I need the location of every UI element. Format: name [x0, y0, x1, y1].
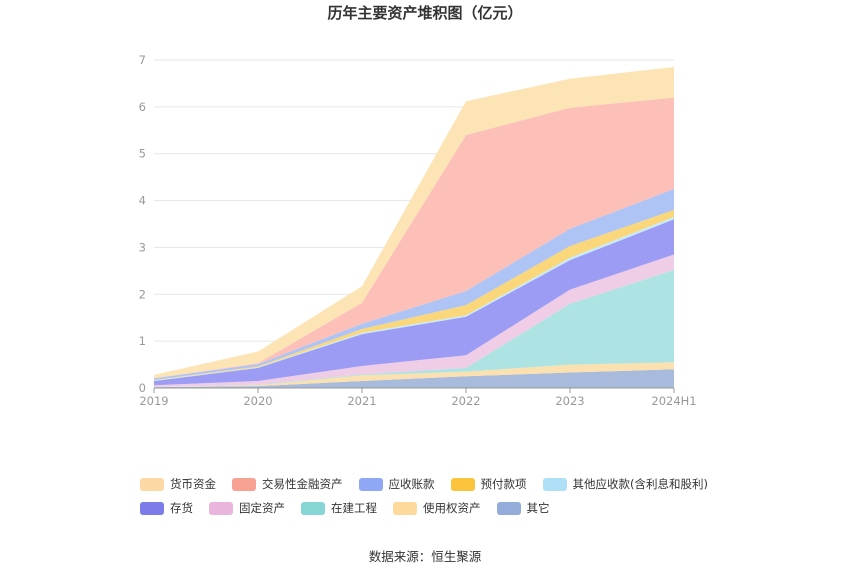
y-tick-label: 3 [139, 240, 146, 254]
x-tick-label: 2020 [243, 394, 272, 408]
data-source-note: 数据来源：恒生聚源 [368, 549, 482, 564]
legend-item[interactable]: 货币资金 [140, 476, 216, 492]
area-series-layer [154, 67, 674, 388]
legend-item[interactable]: 预付款项 [450, 476, 527, 492]
area-series-1 [154, 362, 674, 388]
legend: 货币资金 交易性金融资产 应收账款 预付款项 其他应收款(含利息和股利) 存货 固定资产 在建… [140, 472, 740, 520]
legend-swatch [450, 477, 475, 491]
legend-label: 货币资金 [170, 477, 216, 491]
x-tick-label: 2021 [347, 394, 376, 408]
legend-label: 其它 [526, 501, 550, 515]
legend-item[interactable]: 使用权资产 [393, 500, 481, 516]
legend-swatch [301, 501, 325, 515]
legend-swatch [496, 501, 521, 515]
legend-swatch [209, 501, 233, 515]
x-tick-label: 2023 [555, 394, 584, 408]
legend-label: 其他应收款(含利息和股利) [572, 477, 708, 491]
axes: 0 1 2 3 4 5 6 7 2019 2020 2021 2022 2023 2024H1 [139, 53, 697, 408]
y-tick-label: 0 [139, 381, 146, 395]
area-series-2 [154, 269, 674, 388]
y-tick-label: 6 [139, 100, 146, 114]
y-tick-label: 7 [139, 53, 146, 67]
y-tick-label: 5 [139, 147, 146, 161]
legend-row: 存货 固定资产 在建工程 使用权资产 其它 [140, 496, 740, 520]
legend-swatch [358, 477, 383, 491]
x-tick-label: 2019 [139, 394, 168, 408]
legend-swatch [542, 477, 567, 491]
legend-item[interactable]: 应收账款 [358, 476, 435, 492]
legend-item[interactable]: 固定资产 [209, 500, 285, 516]
y-tick-label: 4 [139, 194, 146, 208]
legend-item[interactable]: 其他应收款(含利息和股利) [542, 476, 708, 492]
x-tick-label: 2024H1 [651, 394, 696, 408]
x-tick-label: 2022 [451, 394, 480, 408]
y-tick-label: 1 [139, 334, 146, 348]
legend-label: 交易性金融资产 [262, 477, 343, 491]
legend-swatch [232, 477, 256, 491]
legend-item[interactable]: 在建工程 [301, 500, 377, 516]
legend-label: 在建工程 [331, 501, 377, 515]
legend-label: 固定资产 [239, 501, 285, 515]
area-series-8 [154, 97, 674, 379]
legend-item[interactable]: 交易性金融资产 [232, 476, 343, 492]
legend-item[interactable]: 其它 [496, 500, 550, 516]
chart-title: 历年主要资产堆积图（亿元） [327, 4, 523, 22]
area-series-9 [154, 67, 674, 379]
y-tick-label: 2 [139, 287, 146, 301]
legend-label: 应收账款 [388, 477, 435, 491]
legend-item[interactable]: 存货 [140, 500, 193, 516]
legend-swatch [140, 501, 164, 515]
legend-label: 预付款项 [480, 477, 527, 491]
legend-row: 货币资金 交易性金融资产 应收账款 预付款项 其他应收款(含利息和股利) [140, 472, 740, 496]
stacked-area-chart: 0 1 2 3 4 5 6 7 2019 2020 2021 2022 2023 2024H1 [139, 53, 697, 408]
legend-swatch [393, 501, 417, 515]
legend-label: 使用权资产 [423, 501, 481, 515]
legend-label: 存货 [170, 501, 193, 515]
area-series-4 [154, 219, 674, 386]
legend-swatch [140, 477, 164, 491]
